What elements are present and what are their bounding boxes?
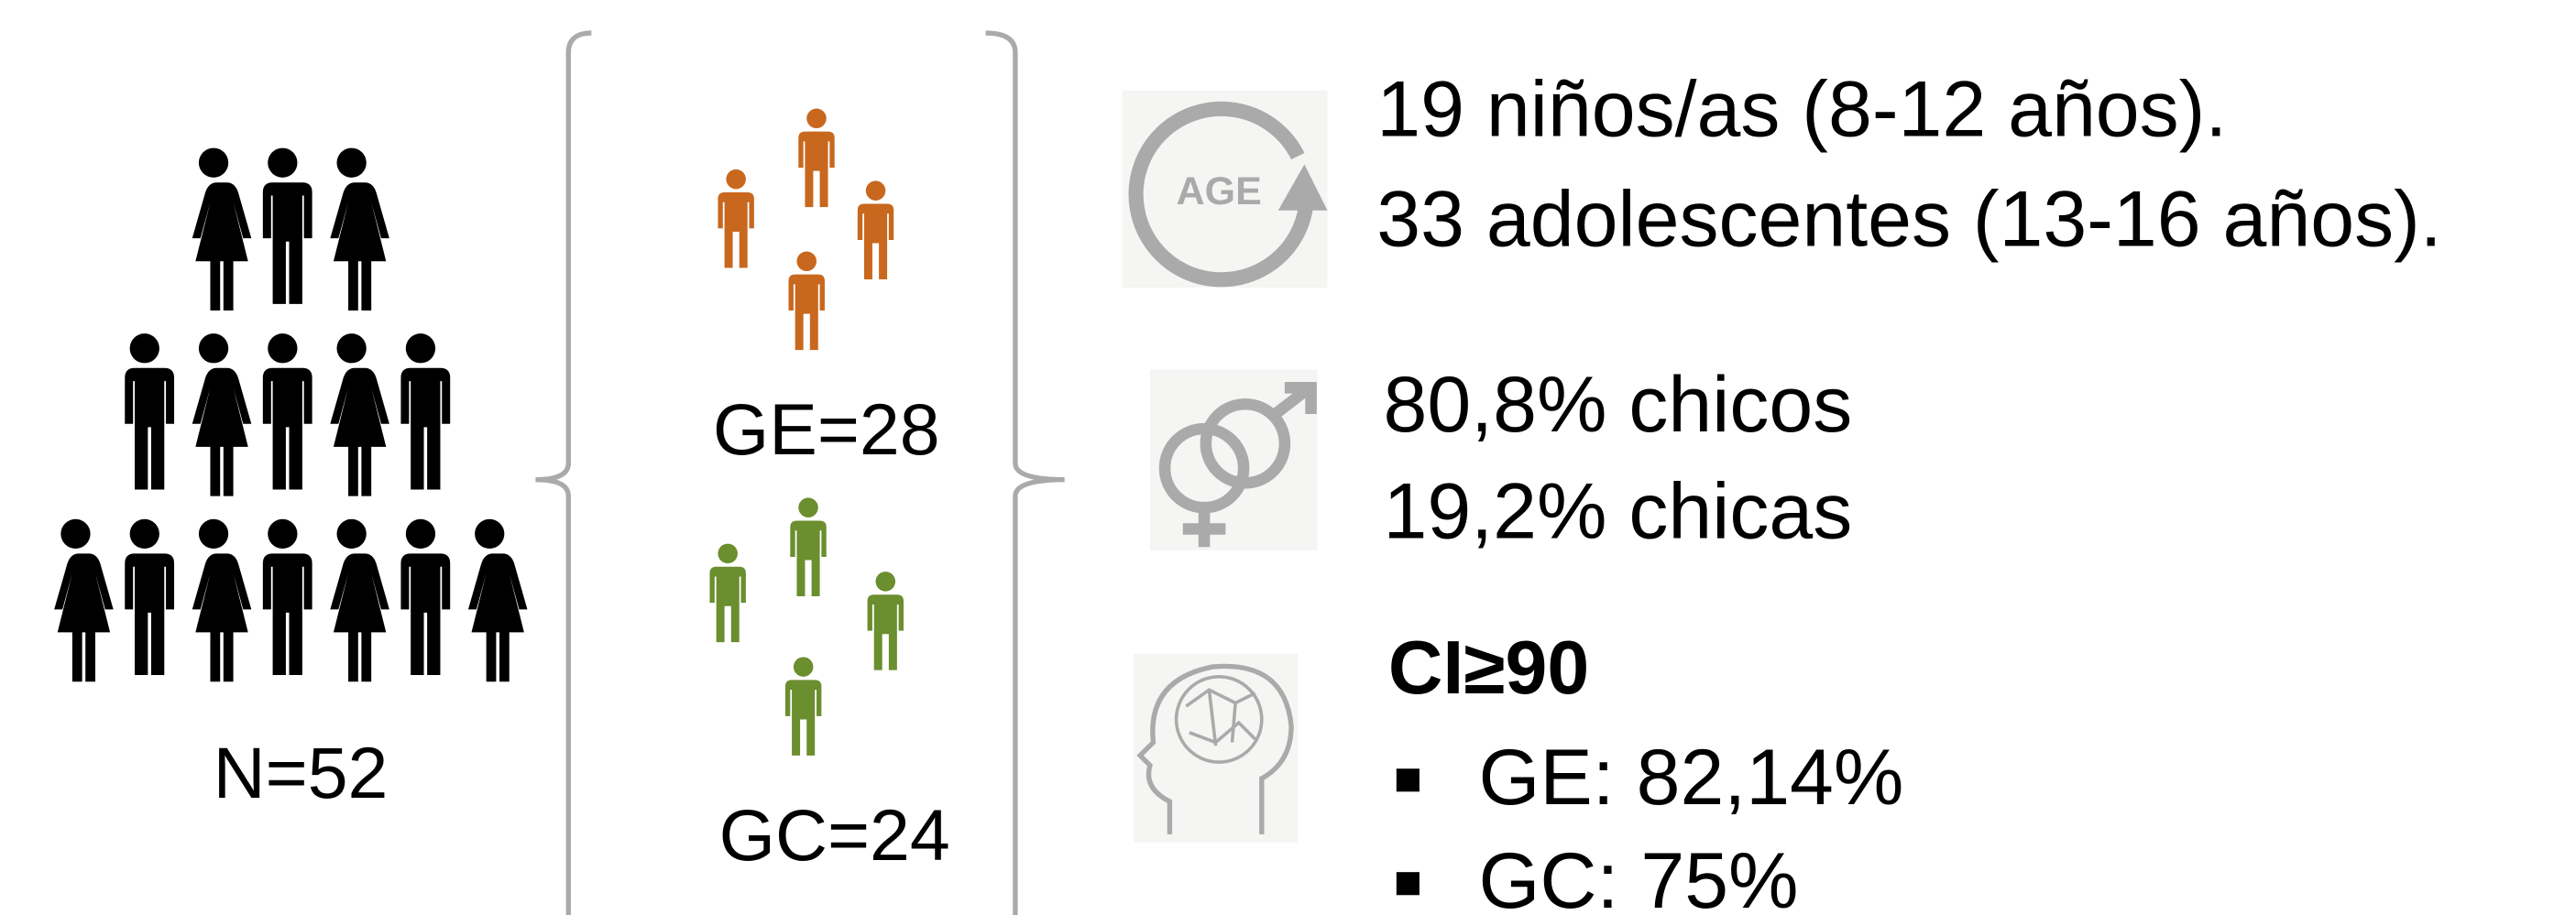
iq-item: GC: 75% xyxy=(1478,837,1798,915)
sex-line: 19,2% chicas xyxy=(1383,468,1852,556)
infographic: N=52 GE=28 GC=24 AGE 19 niños/as (8-12 a… xyxy=(0,0,2576,915)
group-label: GE=28 xyxy=(713,389,940,470)
group-label: GC=24 xyxy=(719,795,950,876)
gender-icon xyxy=(1150,370,1318,550)
iq-item: GE: 82,14% xyxy=(1478,734,1903,822)
page: N=52 GE=28 GC=24 AGE 19 niños/as (8-12 a… xyxy=(0,0,2576,915)
bullet xyxy=(1397,768,1420,791)
ge-figures xyxy=(718,109,893,351)
total-label: N=52 xyxy=(214,733,389,813)
sex-line: 80,8% chicos xyxy=(1383,361,1852,449)
age-line: 19 niños/as (8-12 años). xyxy=(1376,65,2227,153)
age-icon-label: AGE xyxy=(1177,169,1262,213)
iq-title: CI≥90 xyxy=(1388,626,1589,710)
gc-figures xyxy=(709,497,904,755)
bullet xyxy=(1397,872,1420,895)
age-icon: AGE xyxy=(1122,91,1327,288)
brain-icon xyxy=(1134,654,1298,843)
people-pyramid xyxy=(54,148,527,682)
age-line: 33 adolescentes (13-16 años). xyxy=(1376,176,2441,264)
